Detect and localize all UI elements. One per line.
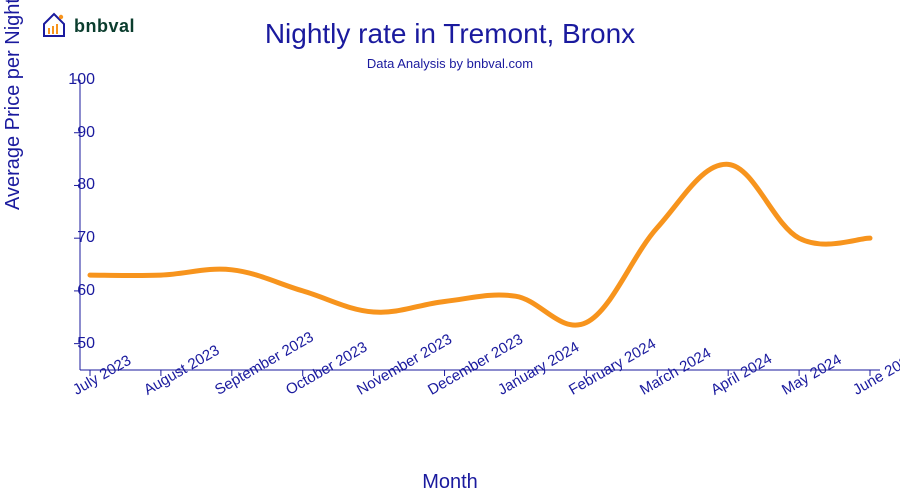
chart-svg: [80, 80, 880, 370]
y-tick-label: 100: [55, 71, 95, 89]
y-tick-label: 90: [55, 124, 95, 142]
y-tick-label: 50: [55, 335, 95, 353]
price-line: [90, 164, 870, 325]
chart-subtitle: Data Analysis by bnbval.com: [0, 56, 900, 71]
y-tick-label: 70: [55, 229, 95, 247]
y-axis-title: Average Price per Night: [2, 0, 25, 210]
x-axis-title: Month: [0, 471, 900, 494]
y-tick-label: 80: [55, 176, 95, 194]
chart-title: Nightly rate in Tremont, Bronx: [0, 18, 900, 50]
plot-area: [80, 80, 880, 370]
y-tick-label: 60: [55, 282, 95, 300]
